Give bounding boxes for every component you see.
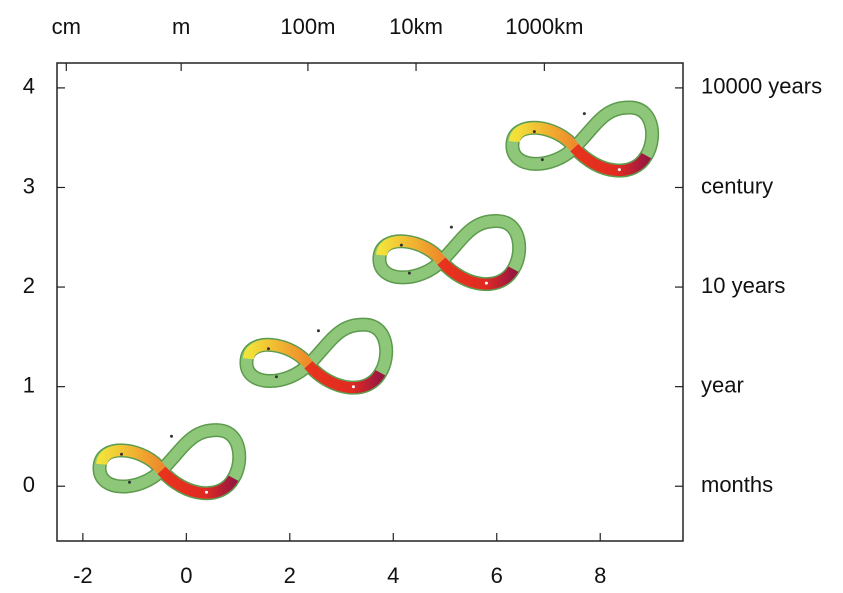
infinity-glyph [100,430,240,494]
glyph-shape [100,430,240,494]
y2-tick-label: century [701,173,773,198]
x-tick-label: 4 [387,563,399,588]
y2-tick-label: year [701,372,744,397]
y-tick-label: 4 [23,74,35,99]
y-tick-label: 2 [23,273,35,298]
plot-frame [56,62,684,542]
y-tick-label: 0 [23,472,35,497]
glyph-shape [512,108,652,172]
x-tick-label: 6 [491,563,503,588]
y-tick-label: 1 [23,372,35,397]
x-tick-label: 0 [180,563,192,588]
y-tick-label: 3 [23,173,35,198]
infinity-glyph [512,108,652,172]
glyph-shape [379,221,519,285]
infinity-glyph [379,221,519,285]
y2-tick-label: 10 years [701,273,785,298]
x2-tick-label: 10km [389,14,443,39]
y2-tick-label: 10000 years [701,74,822,99]
x2-tick-label: 100m [280,14,335,39]
x2-tick-label: m [172,14,190,39]
x-tick-label: -2 [73,563,93,588]
y2-tick-label: months [701,472,773,497]
glyph-shape [246,325,386,389]
infinity-glyph [246,325,386,389]
x2-tick-label: cm [52,14,81,39]
x-tick-label: 8 [594,563,606,588]
x-tick-label: 2 [284,563,296,588]
x2-tick-label: 1000km [505,14,583,39]
